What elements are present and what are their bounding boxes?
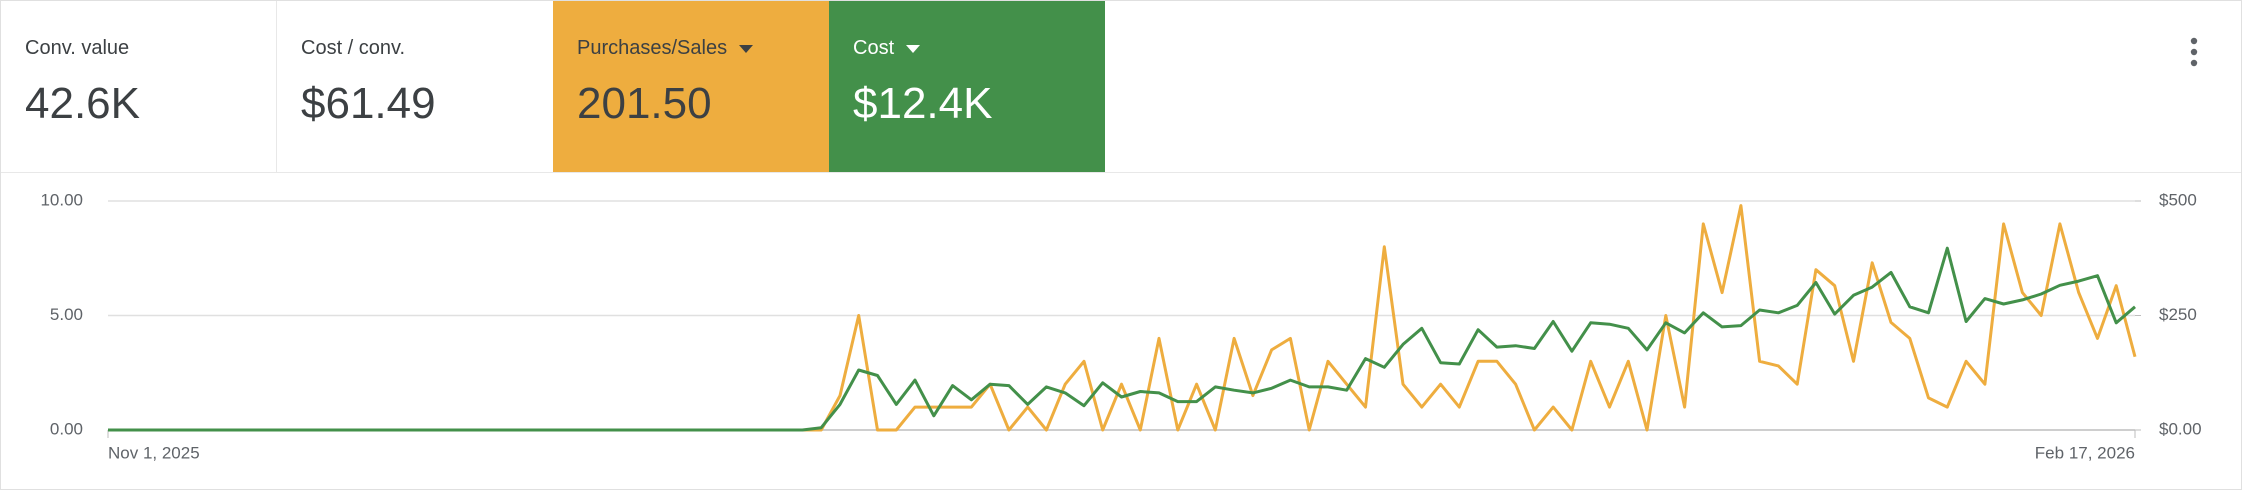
metric-card[interactable]: Cost $12.4K (829, 1, 1105, 172)
x-tick-label: Nov 1, 2025 (108, 443, 200, 462)
menu-dot (2190, 48, 2198, 56)
menu-dot (2190, 37, 2198, 45)
y2-tick-label: $250 (2159, 305, 2197, 324)
metric-card[interactable]: Cost / conv. $61.49 (277, 1, 553, 172)
x-tick-label: Feb 17, 2026 (2035, 443, 2135, 462)
metric-card[interactable]: Purchases/Sales 201.50 (553, 1, 829, 172)
metric-label: Cost / conv. (301, 37, 406, 59)
y-tick-label: 10.00 (40, 190, 83, 209)
divider (1, 172, 2241, 173)
metric-value: $12.4K (853, 79, 993, 128)
metric-name: Purchases/Sales (577, 37, 728, 59)
y2-tick-label: $500 (2159, 190, 2197, 209)
menu-dot (2190, 59, 2198, 67)
metric-value: 201.50 (577, 79, 712, 128)
metric-label: Purchases/Sales (577, 37, 754, 60)
metric-name: Cost (853, 37, 895, 59)
more-menu[interactable] (2190, 37, 2198, 67)
series-line (108, 246, 2136, 432)
y-tick-label: 0.00 (50, 419, 83, 438)
metric-card[interactable]: Conv. value 42.6K (1, 1, 277, 172)
metric-label: Cost (853, 37, 921, 60)
y-tick-label: 5.00 (50, 305, 83, 324)
metric-value: $61.49 (301, 79, 436, 128)
dropdown-arrow[interactable] (906, 44, 921, 53)
y2-tick-label: $0.00 (2159, 419, 2202, 438)
metric-value: 42.6K (25, 79, 140, 128)
dropdown-arrow[interactable] (739, 44, 754, 53)
metric-label: Conv. value (25, 37, 130, 59)
